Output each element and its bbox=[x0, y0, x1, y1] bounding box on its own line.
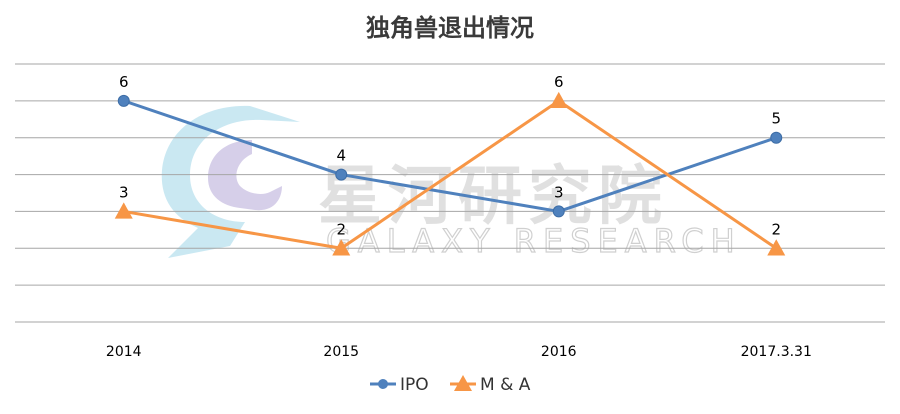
x-tick-label: 2015 bbox=[323, 344, 359, 360]
x-tick-label: 2017.3.31 bbox=[741, 344, 812, 360]
gridlines bbox=[15, 63, 885, 323]
data-point bbox=[767, 239, 786, 256]
x-axis-ticks: 2014 2015 2016 2017.3.31 bbox=[106, 344, 812, 360]
data-point bbox=[114, 202, 133, 219]
series-ma: 3 2 6 2 bbox=[114, 73, 786, 256]
data-label: 2 bbox=[336, 220, 346, 238]
legend-label: IPO bbox=[400, 375, 429, 395]
data-label: 6 bbox=[554, 73, 564, 91]
data-label: 6 bbox=[119, 73, 129, 91]
legend-marker bbox=[454, 375, 472, 391]
legend-item: IPO bbox=[370, 375, 429, 395]
chart-title: 独角兽退出情况 bbox=[366, 14, 534, 42]
series-layer: 6 4 3 5 3 2 6 2 bbox=[114, 73, 786, 256]
legend-label: M & A bbox=[480, 375, 531, 395]
data-label: 3 bbox=[554, 183, 564, 201]
watermark-sub-text: GALAXY RESEARCH bbox=[326, 222, 742, 260]
data-label: 3 bbox=[119, 183, 129, 201]
legend: IPO M & A bbox=[370, 375, 531, 395]
data-point bbox=[549, 91, 568, 109]
data-point bbox=[335, 168, 348, 181]
data-point bbox=[552, 205, 565, 218]
data-point bbox=[770, 131, 783, 144]
galaxy-logo-icon bbox=[161, 105, 300, 258]
data-label: 4 bbox=[336, 147, 346, 165]
data-point bbox=[332, 239, 351, 256]
watermark: 星河研究院 GALAXY RESEARCH bbox=[161, 105, 742, 261]
legend-item: M & A bbox=[450, 375, 531, 395]
x-tick-label: 2016 bbox=[541, 344, 577, 360]
series-line bbox=[123, 99, 778, 250]
data-label: 5 bbox=[771, 110, 781, 128]
data-label: 2 bbox=[771, 220, 781, 238]
legend-marker bbox=[378, 379, 388, 389]
data-point bbox=[117, 94, 130, 107]
x-tick-label: 2014 bbox=[106, 344, 142, 360]
